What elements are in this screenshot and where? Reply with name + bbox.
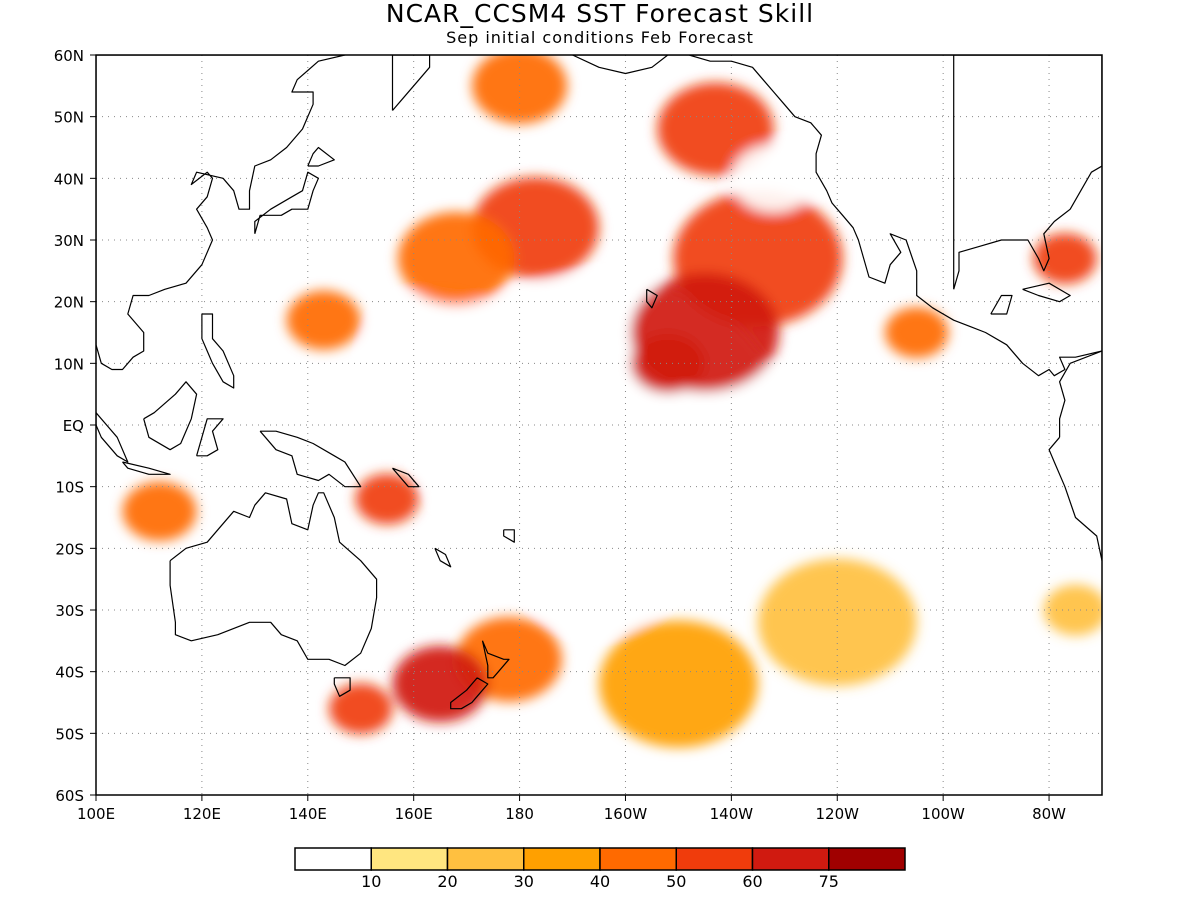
latitude-axis: 60N 50N 40N 30N 20N 10N EQ 10S 20S 30S 40S 50S 60S [54, 47, 96, 805]
tasmania-coast [333, 677, 351, 697]
skill-region-8 [657, 82, 774, 176]
skill-region-16 [122, 481, 197, 541]
lon-tick-label: 120E [183, 805, 221, 823]
lon-tick-label: 80W [1032, 805, 1066, 823]
longitude-axis: 100E 120E 140E 160E 180 160W 140W 120W 100W 80W [77, 795, 1066, 823]
colorbar-label: 50 [666, 872, 686, 891]
new-zealand-south-coast [450, 677, 489, 710]
skill-region-6 [524, 513, 674, 633]
colorbar-label: 75 [819, 872, 839, 891]
colorbar-swatch [294, 847, 372, 871]
java-coast [122, 461, 171, 475]
lat-tick-label: 50S [55, 725, 84, 743]
gulf-coast [953, 55, 1102, 290]
lat-tick-label: 20N [54, 294, 84, 312]
yucatan-coast [990, 294, 1013, 315]
fiji-island [503, 529, 515, 543]
lat-tick-label: 30S [55, 602, 84, 620]
japan-coast [254, 171, 319, 234]
colorbar-legend: 10 20 30 40 50 60 75 [294, 847, 906, 891]
hokkaido-coast [307, 146, 335, 167]
skill-region-15 [286, 290, 361, 350]
cuba-coast [1022, 282, 1071, 303]
colorbar-swatch [675, 847, 754, 871]
skill-region-17 [328, 683, 393, 735]
lat-tick-label: EQ [63, 417, 84, 435]
lat-tick-label: 30N [54, 232, 84, 250]
colorbar-label: 60 [742, 872, 762, 891]
lat-tick-label: 10N [54, 355, 84, 373]
philippines-coast [201, 313, 235, 389]
lat-tick-label: 20S [55, 540, 84, 558]
lon-tick-label: 140W [710, 805, 754, 823]
colorbar-label: 20 [437, 872, 457, 891]
colorbar-swatch [751, 847, 830, 871]
skill-region-19 [1033, 233, 1097, 284]
colorbar-label: 10 [361, 872, 381, 891]
lon-tick-label: 160E [395, 805, 433, 823]
lon-tick-label: 140E [289, 805, 327, 823]
colorbar-swatch [523, 847, 601, 871]
lat-tick-label: 60N [54, 47, 84, 65]
coastlines [96, 55, 1102, 710]
skill-region-14 [630, 333, 705, 393]
lon-tick-label: 180 [505, 805, 534, 823]
skill-region-11 [471, 55, 568, 124]
chart-subtitle: Sep initial conditions Feb Forecast [446, 28, 754, 47]
colorbar-label: 30 [514, 872, 534, 891]
chart-title: NCAR_CCSM4 SST Forecast Skill [385, 0, 815, 28]
australia-coast [169, 492, 378, 667]
lon-tick-label: 120W [816, 805, 860, 823]
skill-region-12 [392, 645, 488, 723]
borneo-coast [143, 381, 198, 451]
skill-region-18 [355, 473, 419, 525]
alaska-coast [572, 55, 1102, 377]
lat-tick-label: 50N [54, 109, 84, 127]
colorbar-swatch [446, 847, 525, 871]
hawaii-island [646, 288, 658, 309]
colorbar-label: 40 [590, 872, 610, 891]
lon-tick-label: 160W [604, 805, 648, 823]
lon-tick-label: 100W [921, 805, 965, 823]
new-caledonia-island [434, 547, 452, 568]
kamchatka-coast [391, 55, 431, 111]
colorbar-swatch [370, 847, 449, 871]
lat-tick-label: 40S [55, 664, 84, 682]
lat-tick-label: 10S [55, 479, 84, 497]
lat-tick-label: 60S [55, 787, 84, 805]
skill-region-5 [366, 291, 515, 411]
skill-region-3 [757, 558, 917, 686]
south-america-coast [1048, 350, 1102, 562]
skill-field [96, 55, 1102, 795]
solomon-islands [392, 467, 420, 488]
colorbar-swatch [828, 847, 906, 871]
asia-coast [96, 55, 346, 371]
new-guinea-coast [259, 430, 362, 488]
new-zealand-coast [481, 640, 510, 679]
skill-region-21 [884, 307, 949, 358]
sumatra-coast [96, 412, 129, 463]
lon-tick-label: 100E [77, 805, 115, 823]
colorbar-swatch [599, 847, 677, 871]
skill-region-20 [1043, 584, 1102, 636]
skill-region-13 [731, 144, 817, 213]
lat-tick-label: 40N [54, 170, 84, 188]
skill-region-9 [397, 211, 515, 306]
sulawesi-coast [196, 418, 224, 457]
skill-region-2 [599, 620, 758, 748]
